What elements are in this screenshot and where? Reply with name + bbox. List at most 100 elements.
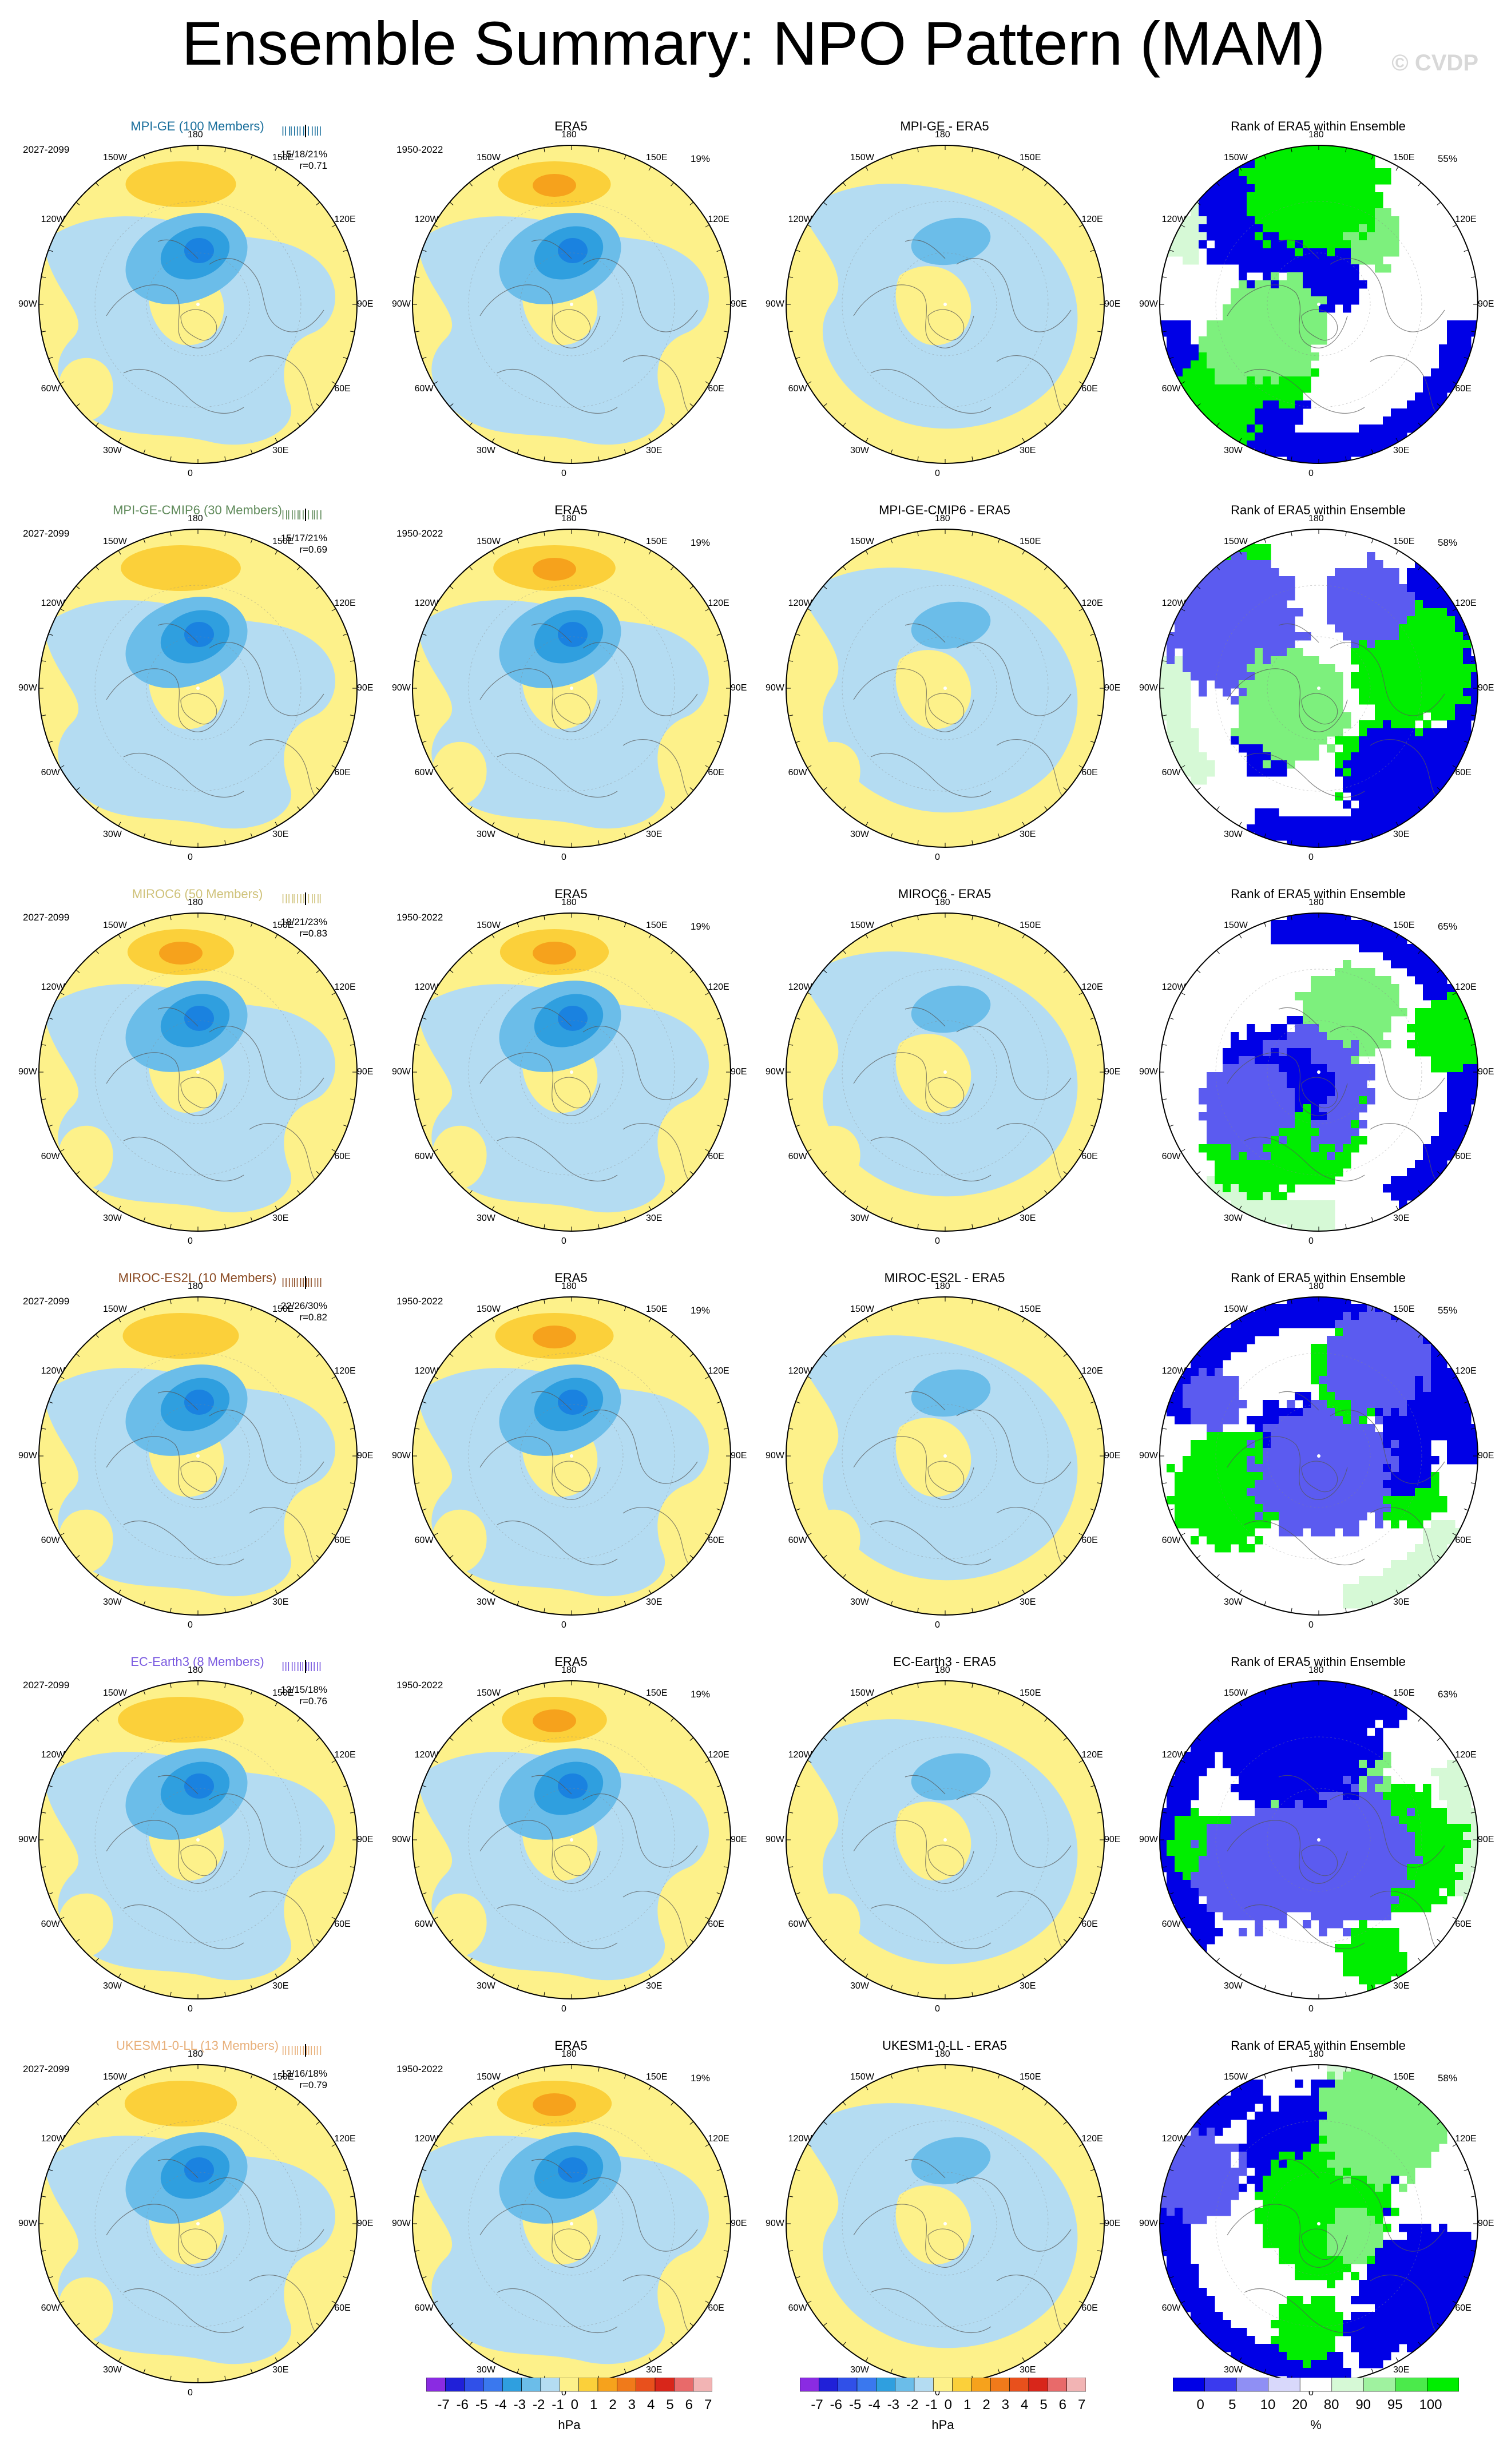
longitude-label-bottom: 0 [1308, 852, 1314, 862]
longitude-label-upper-right: 150E [646, 1304, 668, 1314]
colorbar-swatch [693, 2378, 712, 2392]
longitude-label-right: 90E [1478, 1451, 1494, 1461]
longitude-label-lower-left: 30W [477, 830, 495, 840]
coastline [905, 623, 946, 643]
period-label: 1950-2022 [396, 1680, 443, 1691]
coastline [479, 1820, 601, 1884]
longitude-label-upper-left: 150W [850, 1688, 874, 1698]
longitude-label-mid-lower-right: 60E [1455, 2303, 1472, 2313]
period-label: 2027-2099 [23, 912, 70, 923]
longitude-label-mid-upper-left: 120W [788, 982, 812, 992]
page-title: Ensemble Summary: NPO Pattern (MAM) [181, 9, 1326, 78]
coastline [531, 623, 572, 643]
coastline [479, 1436, 601, 1500]
rank-panel-title: Rank of ERA5 within Ensemble [1231, 1271, 1406, 1285]
colorbar-tick-label: 3 [628, 2397, 636, 2413]
period-label: 2027-2099 [23, 2064, 70, 2074]
coastline [157, 623, 199, 643]
longitude-label-right: 90E [357, 1067, 374, 1077]
colorbar-tick-label: -4 [868, 2397, 881, 2413]
longitude-label-top: 180 [1308, 1281, 1324, 1291]
longitude-label-mid-upper-right: 120E [1455, 1750, 1477, 1760]
colorbar-tick-label: 4 [1021, 2397, 1029, 2413]
longitude-label-mid-upper-right: 120E [1455, 2134, 1477, 2144]
colorbar-tick-label: -5 [475, 2397, 488, 2413]
hpa-colorbar-2: -7 -6 -5 -4 -3 -2 -1 0 1 2 3 4 5 6 7 hPa [800, 2378, 1086, 2441]
coastline [209, 1026, 324, 1100]
era5-polar-map [412, 912, 731, 1232]
coastline [1244, 1136, 1365, 1181]
longitude-label-bottom: 0 [561, 852, 566, 862]
longitude-label-bottom: 0 [561, 1620, 566, 1630]
longitude-label-right: 90E [1478, 683, 1494, 693]
rank-panel: Rank of ERA5 within Ensemble 58% 180 150E 12… [1132, 503, 1504, 886]
colorbar-tick-label: -4 [494, 2397, 507, 2413]
longitude-label-bottom: 0 [935, 469, 940, 478]
colorbar-swatch [655, 2378, 675, 2392]
coastline [497, 1904, 618, 1949]
variance-percent: 65% [1437, 921, 1457, 932]
coastline [996, 1891, 1072, 1955]
longitude-label-mid-lower-right: 60E [1081, 1535, 1098, 1545]
longitude-label-upper-left: 150W [103, 536, 127, 546]
coastline [123, 1136, 244, 1181]
longitude-label-mid-upper-right: 120E [708, 1366, 729, 1376]
longitude-label-left: 90W [18, 299, 37, 309]
longitude-label-mid-lower-left: 60W [788, 384, 807, 394]
longitude-label-top: 180 [1308, 1665, 1324, 1675]
rank-panel: Rank of ERA5 within Ensemble 58% 180 150E 12… [1132, 2038, 1504, 2422]
longitude-label-lower-right: 30E [646, 2365, 663, 2375]
longitude-label-lower-left: 30W [103, 446, 122, 456]
rank-panel: Rank of ERA5 within Ensemble 65% 180 150E 12… [1132, 887, 1504, 1270]
colorbar-swatch [1048, 2378, 1067, 2392]
coastline [1227, 668, 1348, 732]
colorbar-swatch [1066, 2378, 1086, 2392]
longitude-label-lower-right: 30E [1020, 446, 1036, 456]
longitude-label-upper-right: 150E [272, 1304, 294, 1314]
coastline [209, 258, 324, 332]
cvdp-watermark: © CVDP [1391, 50, 1478, 76]
longitude-label-bottom: 0 [188, 1620, 193, 1630]
variance-stats: 13/15/18% r=0.76 [281, 1684, 327, 1707]
colorbar-swatch [502, 2378, 522, 2392]
model-polar-map [38, 912, 358, 1232]
coastline [1227, 1820, 1348, 1884]
longitude-label-right: 90E [357, 1835, 374, 1844]
longitude-label-mid-lower-right: 60E [334, 2303, 351, 2313]
longitude-label-upper-right: 150E [1393, 536, 1415, 546]
longitude-label-upper-left: 150W [1224, 1688, 1248, 1698]
longitude-label-mid-lower-right: 60E [708, 1152, 724, 1161]
longitude-label-upper-right: 150E [1020, 2072, 1041, 2082]
colorbar-tick-label: 100 [1419, 2397, 1442, 2413]
coastline [497, 2288, 618, 2333]
coastline [1301, 693, 1338, 725]
longitude-label-mid-upper-left: 120W [41, 1366, 65, 1376]
longitude-label-top: 180 [188, 1281, 203, 1291]
colorbar-tick-label: -6 [830, 2397, 842, 2413]
longitude-label-bottom: 0 [561, 1236, 566, 1246]
longitude-label-top: 180 [935, 1665, 950, 1675]
coastline [106, 2204, 227, 2268]
colorbar-unit: hPa [931, 2418, 954, 2432]
coastline [927, 2228, 965, 2260]
coastline [905, 1007, 946, 1027]
longitude-label-bottom: 0 [1308, 2004, 1314, 2014]
longitude-label-upper-right: 150E [646, 920, 668, 930]
longitude-label-left: 90W [392, 683, 411, 693]
coastline [996, 739, 1072, 803]
longitude-label-mid-upper-left: 120W [1161, 215, 1186, 224]
longitude-label-mid-lower-left: 60W [414, 384, 434, 394]
longitude-label-lower-right: 30E [272, 1981, 289, 1991]
colorbar-tick-label: -7 [811, 2397, 823, 2413]
longitude-label-mid-lower-left: 60W [41, 384, 60, 394]
model-panel: MPI-GE-CMIP6 (30 Members) 2027-2099 15/17/… [11, 503, 383, 886]
longitude-label-lower-right: 30E [1020, 1597, 1036, 1608]
longitude-label-upper-right: 150E [272, 1688, 294, 1698]
longitude-label-mid-upper-right: 120E [334, 215, 356, 224]
longitude-label-left: 90W [766, 2219, 784, 2228]
longitude-label-mid-upper-right: 120E [708, 2134, 729, 2144]
longitude-label-lower-left: 30W [1224, 2365, 1243, 2375]
coastline [123, 752, 244, 797]
diff-polar-map [786, 1680, 1105, 1999]
longitude-label-upper-left: 150W [103, 920, 127, 930]
